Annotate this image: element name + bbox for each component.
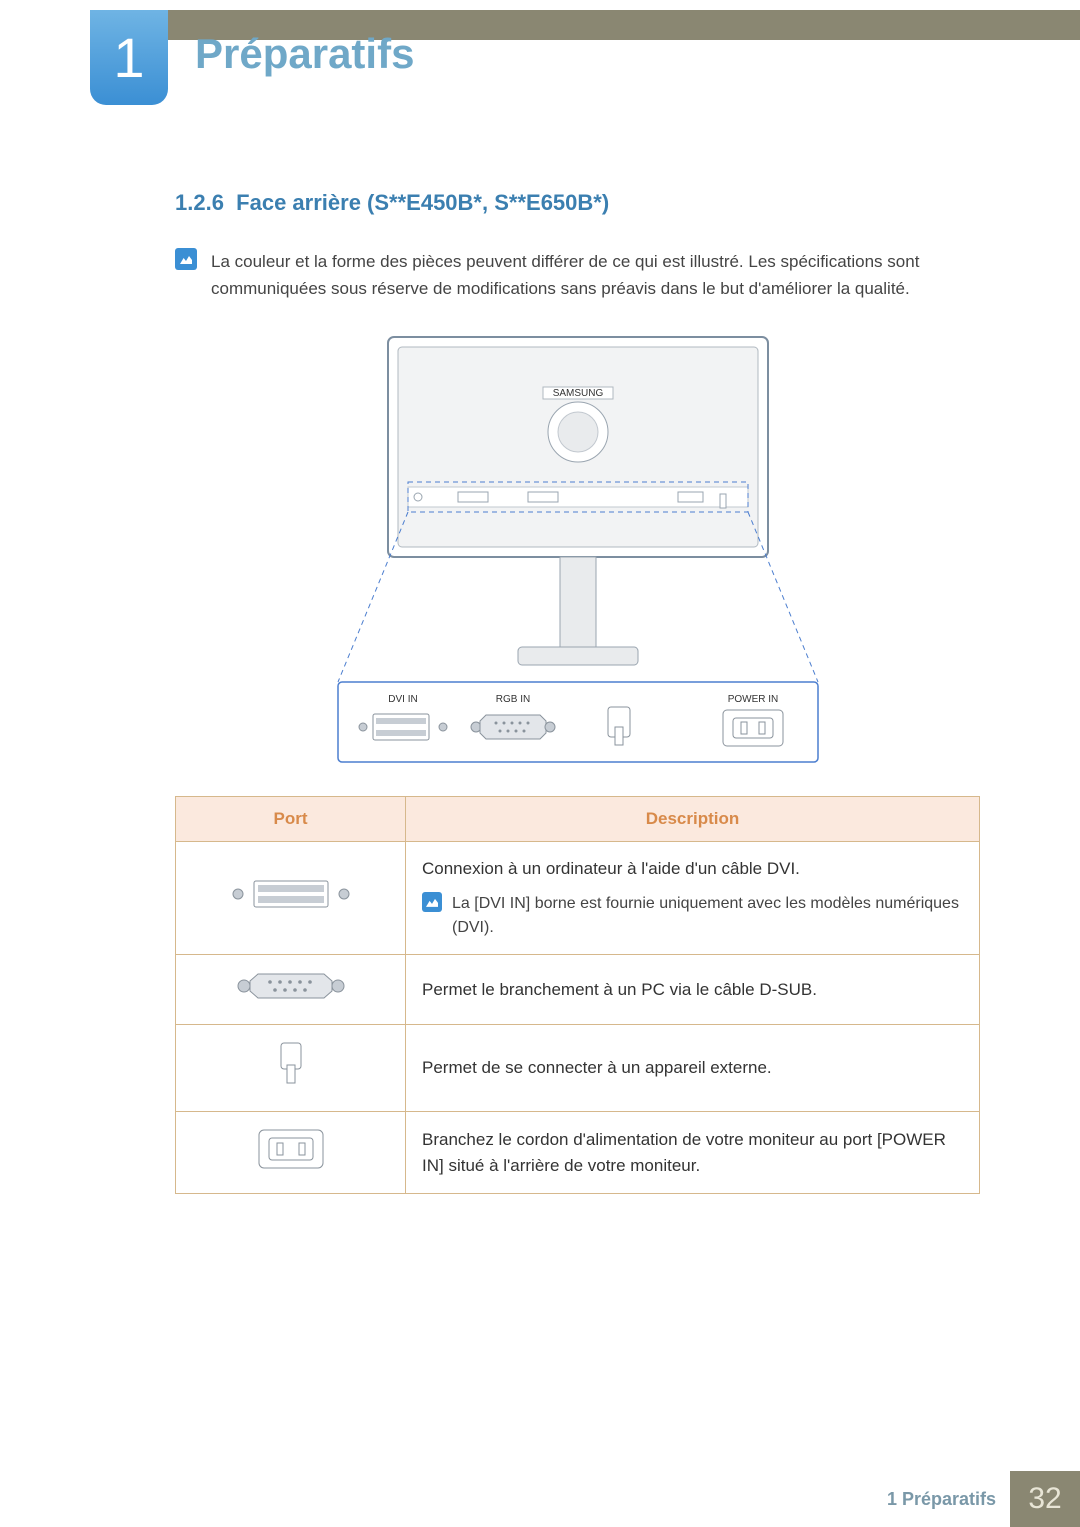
description-cell: Permet de se connecter à un appareil ext… [406,1025,980,1112]
table-row: Connexion à un ordinateur à l'aide d'un … [176,842,980,955]
power-label: POWER IN [727,694,778,705]
table-row: Branchez le cordon d'alimentation de vot… [176,1111,980,1194]
row-description: Permet le branchement à un PC via le câb… [422,977,963,1003]
main-section: 1.2.6 Face arrière (S**E450B*, S**E650B*… [0,120,1080,1194]
description-cell: Permet le branchement à un PC via le câb… [406,954,980,1025]
ports-table: Port Description Connexion à un ordinate… [175,796,980,1194]
footer-page-number: 32 [1010,1471,1080,1527]
brand-label: SAMSUNG [552,388,603,399]
section-heading-number: 1.2.6 [175,190,224,215]
row-description: Permet de se connecter à un appareil ext… [422,1055,963,1081]
table-header-description: Description [406,797,980,842]
description-cell: Branchez le cordon d'alimentation de vot… [406,1111,980,1194]
chapter-tab: 1 [90,10,168,105]
page-footer: 1 Préparatifs 32 [0,1471,1080,1527]
row-description: Connexion à un ordinateur à l'aide d'un … [422,856,963,882]
section-heading-text: Face arrière (S**E450B*, S**E650B*) [236,190,609,215]
dvi-label: DVI IN [388,694,417,705]
info-icon [175,248,197,270]
description-cell: Connexion à un ordinateur à l'aide d'un … [406,842,980,955]
table-header-port: Port [176,797,406,842]
rear-diagram: SAMSUNG DVI IN [175,332,980,772]
chapter-number: 1 [113,25,144,90]
page-title: Préparatifs [195,30,414,78]
row-description: Branchez le cordon d'alimentation de vot… [422,1127,963,1178]
footer-label: 1 Préparatifs [873,1471,1010,1527]
table-row: Permet le branchement à un PC via le câb… [176,954,980,1025]
section-heading: 1.2.6 Face arrière (S**E450B*, S**E650B*… [175,190,980,216]
row-note: La [DVI IN] borne est fournie uniquement… [452,892,963,940]
page-header: 1 Préparatifs [0,0,1080,120]
info-note: La couleur et la forme des pièces peuven… [175,248,980,302]
port-cell-rgb [176,954,406,1025]
table-row: Permet de se connecter à un appareil ext… [176,1025,980,1112]
info-note-text: La couleur et la forme des pièces peuven… [211,248,980,302]
port-cell-power [176,1111,406,1194]
port-cell-usb [176,1025,406,1112]
info-icon [422,892,442,912]
rgb-label: RGB IN [495,694,529,705]
port-cell-dvi [176,842,406,955]
monitor-rear-svg: SAMSUNG DVI IN [318,332,838,772]
